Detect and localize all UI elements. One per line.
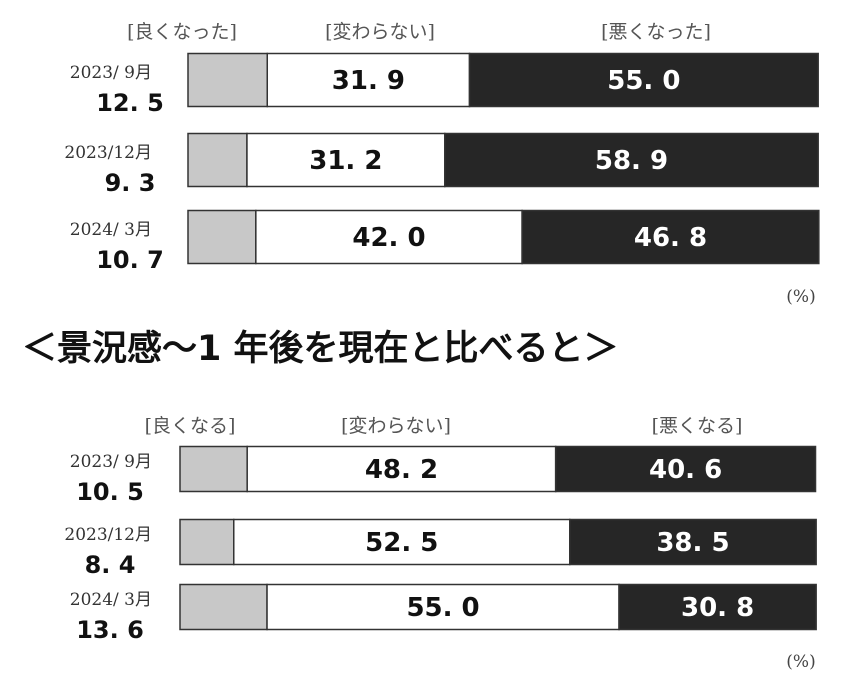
legend-good-2: [良くなる] — [145, 415, 236, 437]
legend-good-1: [良くなった] — [127, 21, 237, 43]
bar-same — [233, 518, 571, 566]
bar-good — [187, 132, 248, 188]
value-label-same: 52. 5 — [365, 528, 438, 558]
good-value-label: 9. 3 — [105, 169, 156, 197]
value-label-same: 48. 2 — [365, 455, 438, 485]
good-value-label: 10. 7 — [96, 246, 164, 274]
value-label-bad: 40. 6 — [649, 455, 722, 485]
bar-same — [266, 583, 620, 631]
bar-bad — [444, 132, 819, 188]
value-label-bad: 46. 8 — [634, 223, 707, 253]
bar-bad — [521, 209, 820, 265]
date-label: 2023/12月 — [64, 525, 152, 545]
value-label-bad: 55. 0 — [607, 66, 680, 96]
bar-good — [187, 209, 257, 265]
good-value-label: 10. 5 — [76, 478, 144, 506]
value-label-same: 31. 2 — [309, 146, 382, 176]
bar-good — [179, 445, 248, 493]
value-label-same: 55. 0 — [406, 593, 479, 623]
bar-same — [246, 445, 557, 493]
date-label: 2023/ 9月 — [70, 63, 152, 83]
bar-good — [179, 583, 268, 631]
legend-same-1: [変わらない] — [325, 21, 435, 43]
legend-bad-1: [悪くなった] — [601, 21, 711, 43]
value-label-bad: 38. 5 — [656, 528, 729, 558]
unit-label: (%) — [786, 652, 815, 672]
good-value-label: 8. 4 — [85, 551, 136, 579]
value-label-same: 42. 0 — [352, 223, 425, 253]
value-label-bad: 58. 9 — [595, 146, 668, 176]
value-label-same: 31. 9 — [332, 66, 405, 96]
bar-good — [187, 52, 268, 108]
good-value-label: 12. 5 — [96, 89, 164, 117]
date-label: 2023/ 9月 — [70, 452, 152, 472]
legend-bad-2: [悪くなる] — [652, 415, 743, 437]
bar-good — [179, 518, 235, 566]
bar-same — [246, 132, 446, 188]
value-label-bad: 30. 8 — [681, 593, 754, 623]
section-heading: ＜景況感～1 年後を現在と比べると＞ — [22, 329, 619, 369]
date-label: 2024/ 3月 — [70, 220, 152, 240]
bar-bad — [468, 52, 819, 108]
date-label: 2024/ 3月 — [70, 590, 152, 610]
good-value-label: 13. 6 — [76, 616, 144, 644]
date-label: 2023/12月 — [64, 143, 152, 163]
unit-label: (%) — [786, 287, 815, 307]
legend-same-2: [変わらない] — [341, 415, 451, 437]
bar-bad — [554, 445, 817, 493]
bar-bad — [618, 583, 817, 631]
bar-bad — [569, 518, 817, 566]
